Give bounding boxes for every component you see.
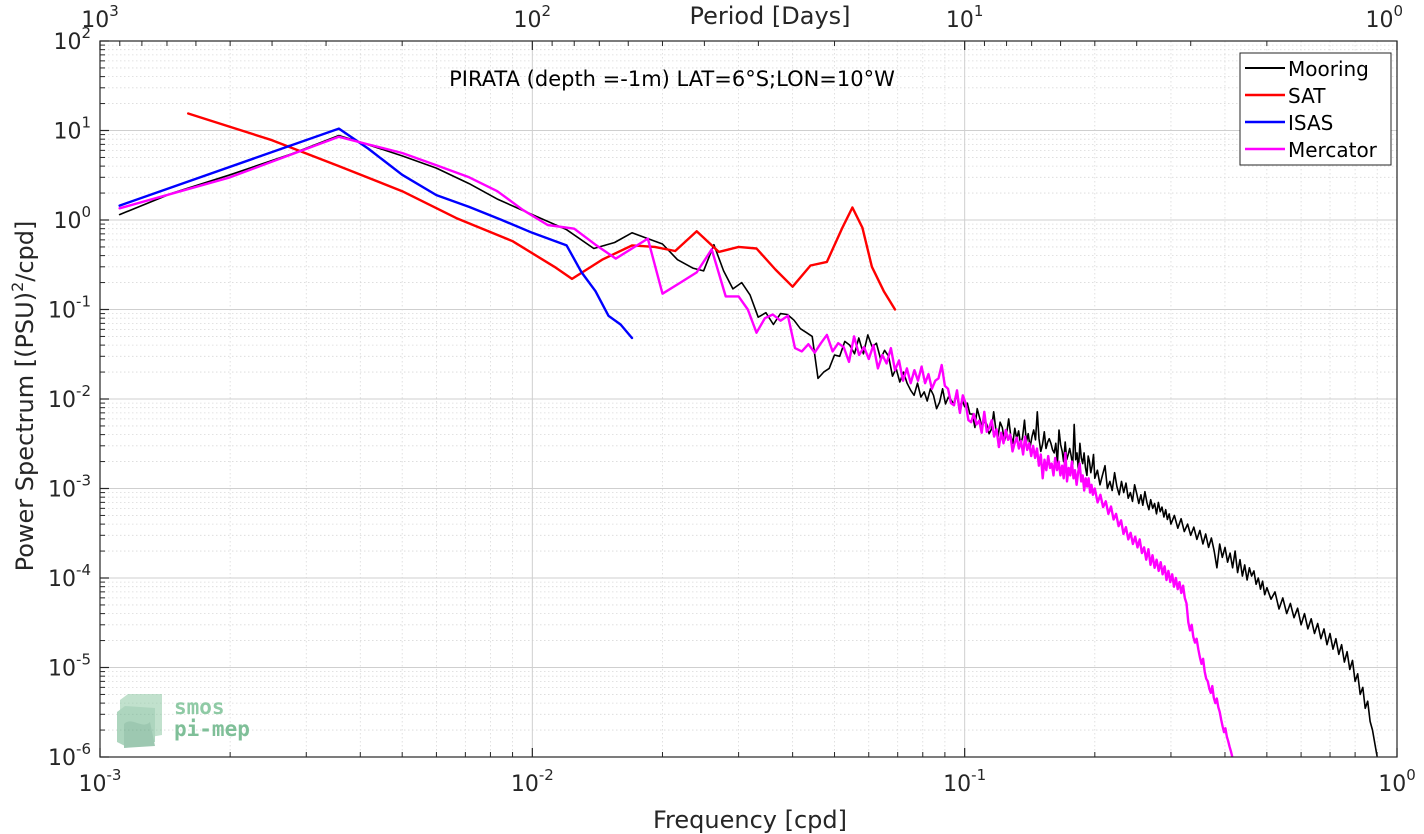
y-tick-base: 10 <box>48 299 76 324</box>
x-tick-base: 10 <box>1378 772 1406 797</box>
legend-box <box>1239 52 1392 166</box>
top-tick-label: 103 <box>81 2 119 33</box>
y-tick-base: 10 <box>48 388 76 413</box>
series-line-mooring <box>118 134 1378 757</box>
y-tick-label: 10-5 <box>48 651 91 682</box>
top-tick-base: 10 <box>81 8 109 33</box>
y-tick-base: 10 <box>53 120 81 145</box>
series-layer <box>118 112 1378 757</box>
logo-text-smos: smos <box>174 695 225 719</box>
tick-marks <box>99 40 1398 758</box>
y-tick-exponent: 1 <box>81 114 91 132</box>
y-tick-label: 10-1 <box>48 293 91 324</box>
y-tick-label: 10-4 <box>48 561 91 592</box>
y-tick-base: 10 <box>53 30 81 55</box>
x-tick-base: 10 <box>943 772 971 797</box>
x-tick-label: 100 <box>1378 766 1416 797</box>
y-tick-exponent: 2 <box>81 24 91 42</box>
x-tick-label: 10-1 <box>943 766 986 797</box>
legend-label-mercator: Mercator <box>1288 138 1378 162</box>
y-tick-label: 102 <box>53 24 91 55</box>
y-tick-exponent: -1 <box>76 293 91 311</box>
y-tick-exponent: -6 <box>76 740 91 758</box>
top-tick-exponent: 2 <box>542 2 552 20</box>
y-tick-base: 10 <box>48 478 76 503</box>
logo-mark <box>117 694 162 748</box>
y-tick-exponent: 0 <box>81 203 91 221</box>
series-line-sat <box>186 112 897 311</box>
y-tick-base: 10 <box>48 657 76 682</box>
x-tick-base: 10 <box>511 772 539 797</box>
y-tick-label: 101 <box>53 114 91 145</box>
top-tick-label: 101 <box>946 2 984 33</box>
y-axis-title-main: Power Spectrum [(PSU) <box>11 292 39 571</box>
x-tick-label: 10-3 <box>79 766 122 797</box>
y-tick-exponent: -4 <box>76 561 91 579</box>
y-tick-label: 10-3 <box>48 472 91 503</box>
legend: Mooring SAT ISAS Mercator <box>1239 52 1392 166</box>
series-line-isas <box>118 127 634 340</box>
x-tick-exponent: -2 <box>539 766 554 784</box>
series-line-mercator <box>118 135 1234 757</box>
legend-label-sat: SAT <box>1288 84 1326 108</box>
x-tick-exponent: -3 <box>107 766 122 784</box>
x-tick-exponent: -1 <box>971 766 986 784</box>
y-axis-title-tail: /cpd] <box>11 221 39 282</box>
top-axis-title: Period [Days] <box>689 2 850 30</box>
y-axis-title: Power Spectrum [(PSU)2/cpd] <box>8 221 39 572</box>
y-tick-exponent: -2 <box>76 382 91 400</box>
top-tick-exponent: 0 <box>1393 2 1403 20</box>
top-tick-base: 10 <box>1365 8 1393 33</box>
y-tick-exponent: -3 <box>76 472 91 490</box>
y-tick-exponent: -5 <box>76 651 91 669</box>
x-axis-title: Frequency [cpd] <box>653 806 847 834</box>
top-tick-label: 100 <box>1365 2 1403 33</box>
y-tick-label: 10-6 <box>48 740 91 771</box>
chart-title: PIRATA (depth =-1m) LAT=6°S;LON=10°W <box>449 67 895 91</box>
top-tick-base: 10 <box>946 8 974 33</box>
logo-text-pi-mep: pi-mep <box>174 717 250 741</box>
y-tick-base: 10 <box>53 209 81 234</box>
minor-grid <box>100 41 1397 757</box>
y-tick-base: 10 <box>48 567 76 592</box>
x-tick-exponent: 0 <box>1406 766 1416 784</box>
top-tick-base: 10 <box>514 8 542 33</box>
x-tick-base: 10 <box>79 772 107 797</box>
top-tick-exponent: 3 <box>109 2 119 20</box>
y-tick-label: 100 <box>53 203 91 234</box>
x-tick-label: 10-2 <box>511 766 554 797</box>
y-tick-label: 10-2 <box>48 382 91 413</box>
top-tick-exponent: 1 <box>974 2 984 20</box>
legend-label-isas: ISAS <box>1288 111 1333 135</box>
smos-pi-mep-logo: smos pi-mep <box>117 694 250 748</box>
y-axis-title-sup: 2 <box>8 282 27 292</box>
top-tick-label: 102 <box>514 2 552 33</box>
legend-label-mooring: Mooring <box>1288 57 1369 81</box>
y-tick-base: 10 <box>48 746 76 771</box>
